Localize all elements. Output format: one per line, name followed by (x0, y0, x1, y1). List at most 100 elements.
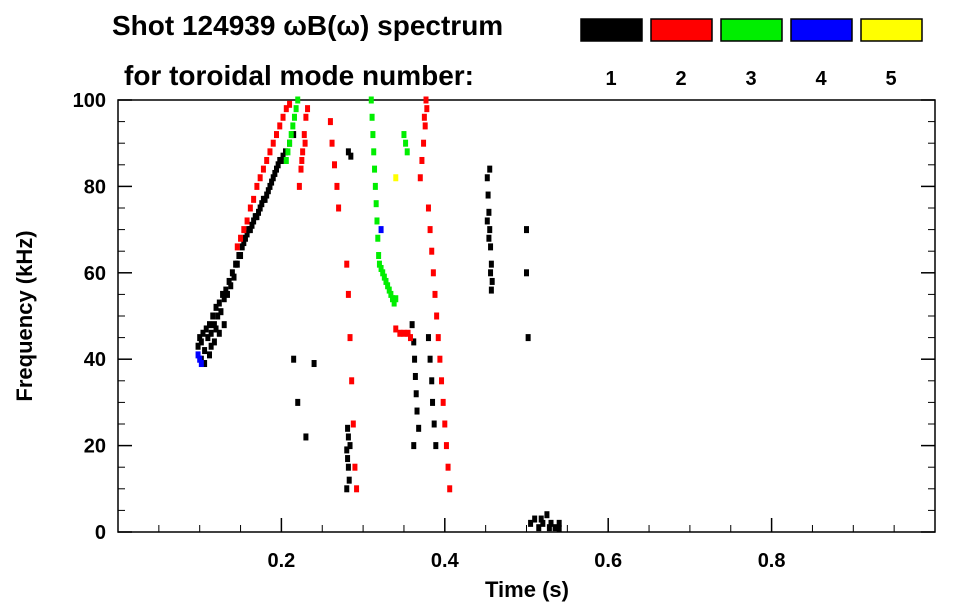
data-point (429, 377, 435, 385)
data-point (422, 122, 428, 130)
legend-swatch-mode-2 (650, 18, 713, 42)
x-tick-label: 0.2 (267, 550, 295, 572)
data-point (327, 118, 333, 126)
data-point (287, 100, 293, 108)
data-point (437, 355, 443, 363)
legend-swatch-mode-3 (720, 18, 783, 42)
data-point (345, 290, 351, 298)
data-point (440, 398, 446, 406)
data-point (251, 195, 257, 203)
data-point (486, 208, 492, 216)
data-point (277, 122, 283, 130)
data-point (257, 174, 263, 182)
data-point (376, 260, 382, 268)
data-point (202, 347, 208, 355)
legend-swatch-mode-4 (790, 18, 853, 42)
data-point (421, 139, 427, 147)
data-point (244, 230, 250, 238)
data-point (259, 200, 265, 208)
data-point (488, 260, 494, 268)
data-point (368, 96, 374, 104)
data-point (291, 113, 297, 121)
y-tick-label: 80 (84, 176, 106, 198)
series-mode-1 (195, 131, 562, 533)
chart-title-line-1: Shot 124939 ωB(ω) spectrum (112, 10, 503, 41)
data-point (373, 200, 379, 208)
legend-label-mode-1: 1 (605, 68, 616, 90)
data-point (403, 139, 409, 147)
data-point (376, 252, 382, 260)
data-point (229, 269, 235, 277)
series-mode-3 (283, 96, 410, 307)
data-point (411, 338, 417, 346)
data-point (295, 398, 301, 406)
data-point (221, 321, 227, 329)
data-point (231, 273, 237, 281)
data-point (203, 325, 209, 333)
data-point (273, 131, 279, 139)
data-point (488, 243, 494, 251)
data-point (546, 524, 552, 532)
data-point (417, 174, 423, 182)
data-point (412, 355, 418, 363)
data-point (354, 485, 360, 493)
data-point (427, 355, 433, 363)
data-point (388, 290, 394, 298)
data-point (350, 420, 356, 428)
data-point (430, 269, 436, 277)
data-point (344, 260, 350, 268)
data-point (412, 372, 418, 380)
data-point (487, 165, 493, 173)
data-point (433, 442, 439, 450)
data-point (267, 182, 273, 190)
data-point (332, 161, 338, 169)
data-point (278, 156, 284, 164)
data-point (345, 455, 351, 463)
data-point (213, 325, 219, 333)
data-point (429, 247, 435, 255)
data-point (234, 260, 240, 268)
data-point (423, 96, 429, 104)
y-tick-label: 40 (84, 349, 106, 371)
chart-title-line-2: for toroidal mode number: (124, 60, 474, 91)
data-point (283, 156, 289, 164)
data-point (489, 277, 495, 285)
data-point (195, 342, 201, 350)
data-point (383, 277, 389, 285)
data-point (369, 113, 375, 121)
data-point (267, 148, 273, 156)
data-point (280, 113, 286, 121)
data-point (211, 321, 217, 329)
data-point (432, 290, 438, 298)
data-point (295, 96, 301, 104)
data-point (228, 282, 234, 290)
data-point (305, 105, 311, 113)
data-point (525, 334, 531, 342)
data-point (484, 217, 490, 225)
data-point (213, 303, 219, 311)
data-point (540, 519, 546, 527)
data-point (226, 277, 232, 285)
data-point (345, 148, 351, 156)
data-point (345, 463, 351, 471)
data-point (336, 204, 342, 212)
data-point (419, 156, 425, 164)
data-point (378, 226, 384, 234)
data-point (488, 286, 494, 294)
data-point (239, 243, 245, 251)
data-point (211, 338, 217, 346)
data-point (414, 407, 420, 415)
data-point (216, 329, 222, 337)
data-point (198, 338, 204, 346)
data-point (238, 252, 244, 260)
data-point (381, 273, 387, 281)
data-point (347, 442, 353, 450)
data-point (425, 204, 431, 212)
data-point (269, 178, 275, 186)
data-point (290, 122, 296, 130)
data-point (200, 329, 206, 337)
data-point (348, 152, 354, 160)
data-point (411, 442, 417, 450)
data-point (197, 355, 203, 363)
x-tick-label: 0.4 (431, 550, 460, 572)
